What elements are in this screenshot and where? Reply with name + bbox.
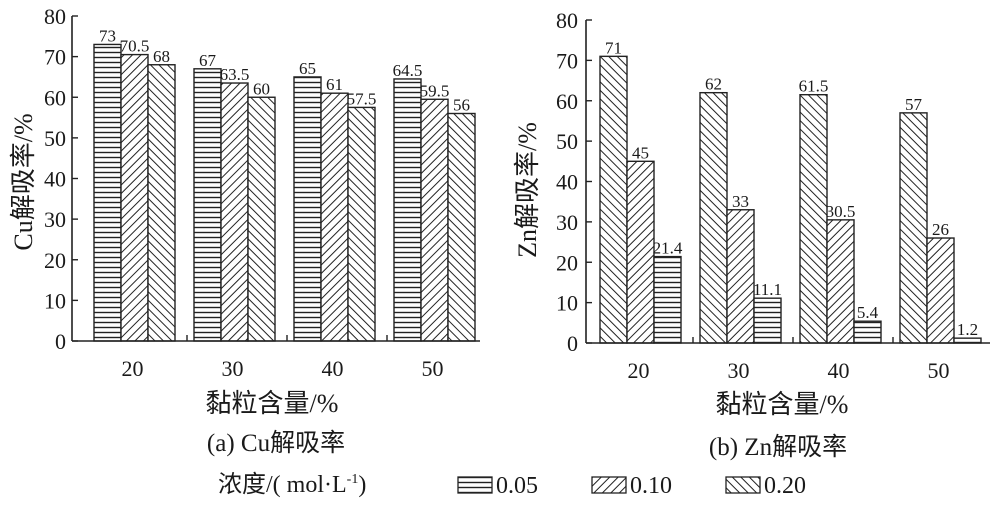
cu-bar-label-0.20-20: 68 xyxy=(153,47,170,66)
cu-y-tick-label-50: 50 xyxy=(44,126,66,151)
cu-y-tick-label-60: 60 xyxy=(44,85,66,110)
legend-swatch-horizontal xyxy=(457,476,493,494)
cu-y-tick-label-10: 10 xyxy=(44,288,66,313)
cu-bar-label-0.05-20: 73 xyxy=(99,26,116,45)
cu-y-tick-label-70: 70 xyxy=(44,45,66,70)
zn-bar-label-0.10-40: 30.5 xyxy=(826,202,856,221)
zn-y-tick-label-40: 40 xyxy=(556,170,578,195)
cu-bar-marks: 73 67 65 64.5 70.5 63.5 61 59.5 68 60 57.5 56 xyxy=(93,26,476,342)
zn-x-axis-title: 黏粒含量/% xyxy=(716,390,849,419)
chart-panel-zn: 71 62 61.5 57 45 33 30.5 26 21.4 11.1 5.4 1.2 0 10 20… xyxy=(513,8,990,461)
legend-label-0: 0.05 xyxy=(496,473,538,499)
zn-y-tick-label-10: 10 xyxy=(556,291,578,316)
cu-x-ticks: 20 30 40 50 xyxy=(122,335,444,381)
cu-bar-label-0.10-30: 63.5 xyxy=(220,65,250,84)
cu-bar-label-0.20-30: 60 xyxy=(253,79,270,98)
zn-x-tick-label-30: 30 xyxy=(728,358,750,383)
chart-panel-cu: 73 67 65 64.5 70.5 63.5 61 59.5 68 60 57.5 56 0 10 20… xyxy=(9,4,480,457)
cu-x-tick-label-20: 20 xyxy=(122,356,144,381)
cu-bar-label-0.10-40: 61 xyxy=(326,75,343,94)
zn-bar-0.20-50 xyxy=(899,112,928,344)
zn-bar-0.10-20 xyxy=(626,160,655,344)
legend-title-close: ) xyxy=(358,472,366,498)
zn-y-tick-label-0: 0 xyxy=(567,331,578,356)
cu-bar-0.20-50 xyxy=(447,112,476,342)
cu-bar-0.05-30 xyxy=(193,68,222,342)
legend-label-2: 0.20 xyxy=(764,473,806,499)
cu-y-tick-label-30: 30 xyxy=(44,207,66,232)
cu-bar-0.20-20 xyxy=(147,64,176,342)
zn-y-tick-label-80: 80 xyxy=(556,8,578,33)
zn-y-tick-label-60: 60 xyxy=(556,89,578,114)
legend-swatch-back-diagonal xyxy=(591,476,627,494)
zn-y-tick-label-20: 20 xyxy=(556,250,578,275)
zn-bar-0.10-50 xyxy=(926,237,955,344)
cu-bar-0.10-40 xyxy=(320,92,349,342)
cu-bar-label-0.05-40: 65 xyxy=(299,59,316,78)
cu-bar-0.05-20 xyxy=(93,43,122,342)
zn-x-tick-label-50: 50 xyxy=(928,358,950,383)
zn-caption: (b) Zn解吸率 xyxy=(709,433,847,461)
cu-bar-label-0.20-50: 56 xyxy=(453,96,470,115)
cu-y-axis-title: Cu解吸率/% xyxy=(9,113,38,250)
cu-bar-label-0.10-20: 70.5 xyxy=(120,37,150,56)
legend-title-sup: -1 xyxy=(347,472,359,487)
cu-bar-0.10-50 xyxy=(420,98,449,342)
zn-x-tick-label-40: 40 xyxy=(828,358,850,383)
zn-bar-label-0.05-40: 5.4 xyxy=(857,303,879,322)
cu-bar-label-0.05-50: 64.5 xyxy=(393,61,423,80)
cu-bar-0.10-30 xyxy=(220,82,249,342)
zn-y-tick-label-70: 70 xyxy=(556,48,578,73)
cu-y-tick-label-40: 40 xyxy=(44,167,66,192)
zn-bar-0.05-40 xyxy=(853,320,882,344)
cu-bar-label-0.05-30: 67 xyxy=(199,51,217,70)
zn-bar-0.10-30 xyxy=(726,209,755,344)
zn-bar-label-0.10-30: 33 xyxy=(732,192,749,211)
cu-bar-0.20-40 xyxy=(347,106,376,342)
zn-bar-label-0.20-30: 62 xyxy=(705,75,722,94)
zn-bar-label-0.10-20: 45 xyxy=(632,143,649,162)
cu-bar-label-0.10-50: 59.5 xyxy=(420,81,450,100)
cu-bar-0.05-40 xyxy=(293,76,322,342)
zn-bar-0.20-30 xyxy=(699,91,728,344)
cu-y-ticks: 0 10 20 30 40 50 60 70 80 xyxy=(44,4,78,354)
zn-bar-label-0.20-20: 71 xyxy=(605,38,622,57)
cu-caption: (a) Cu解吸率 xyxy=(207,429,345,457)
zn-bar-label-0.05-30: 11.1 xyxy=(753,280,782,299)
zn-bar-marks: 71 62 61.5 57 45 33 30.5 26 21.4 11.1 5.4 1.2 xyxy=(599,38,982,344)
cu-x-axis-title: 黏粒含量/% xyxy=(206,389,339,418)
zn-bar-label-0.20-40: 61.5 xyxy=(799,77,829,96)
zn-x-tick-label-20: 20 xyxy=(628,358,650,383)
zn-bar-label-0.05-20: 21.4 xyxy=(653,239,683,258)
zn-bar-0.20-40 xyxy=(799,93,828,344)
zn-bar-label-0.05-50: 1.2 xyxy=(957,320,978,339)
zn-x-ticks: 20 30 40 50 xyxy=(628,337,950,383)
cu-bar-0.10-20 xyxy=(120,53,149,342)
zn-bar-0.05-20 xyxy=(653,255,682,344)
zn-y-ticks: 0 10 20 30 40 50 60 70 80 xyxy=(556,8,592,356)
zn-y-tick-label-50: 50 xyxy=(556,129,578,154)
cu-x-tick-label-50: 50 xyxy=(422,356,444,381)
zn-bar-0.10-40 xyxy=(826,219,855,344)
cu-bar-label-0.20-40: 57.5 xyxy=(347,89,377,108)
cu-y-tick-label-0: 0 xyxy=(55,329,66,354)
legend-swatch-forward-diagonal xyxy=(725,476,761,494)
legend-label-1: 0.10 xyxy=(630,473,672,499)
zn-y-axis-title: Zn解吸率/% xyxy=(513,122,542,258)
cu-x-tick-label-40: 40 xyxy=(322,356,344,381)
cu-y-tick-label-20: 20 xyxy=(44,248,66,273)
cu-bar-0.05-50 xyxy=(393,78,422,342)
zn-bar-label-0.20-50: 57 xyxy=(905,95,923,114)
cu-bar-0.20-30 xyxy=(247,96,276,342)
cu-x-tick-label-30: 30 xyxy=(222,356,244,381)
legend-title: 浓度/( mol·L-1) xyxy=(218,471,366,498)
legend: 浓度/( mol·L-1) 0.05 0.10 0.20 xyxy=(218,471,806,499)
cu-y-tick-label-80: 80 xyxy=(44,4,66,29)
zn-bar-0.20-20 xyxy=(599,55,628,344)
legend-title-main: 浓度/( mol·L xyxy=(218,471,347,498)
zn-y-tick-label-30: 30 xyxy=(556,210,578,235)
zn-bar-0.05-30 xyxy=(753,297,782,344)
zn-bar-label-0.10-50: 26 xyxy=(932,220,949,239)
